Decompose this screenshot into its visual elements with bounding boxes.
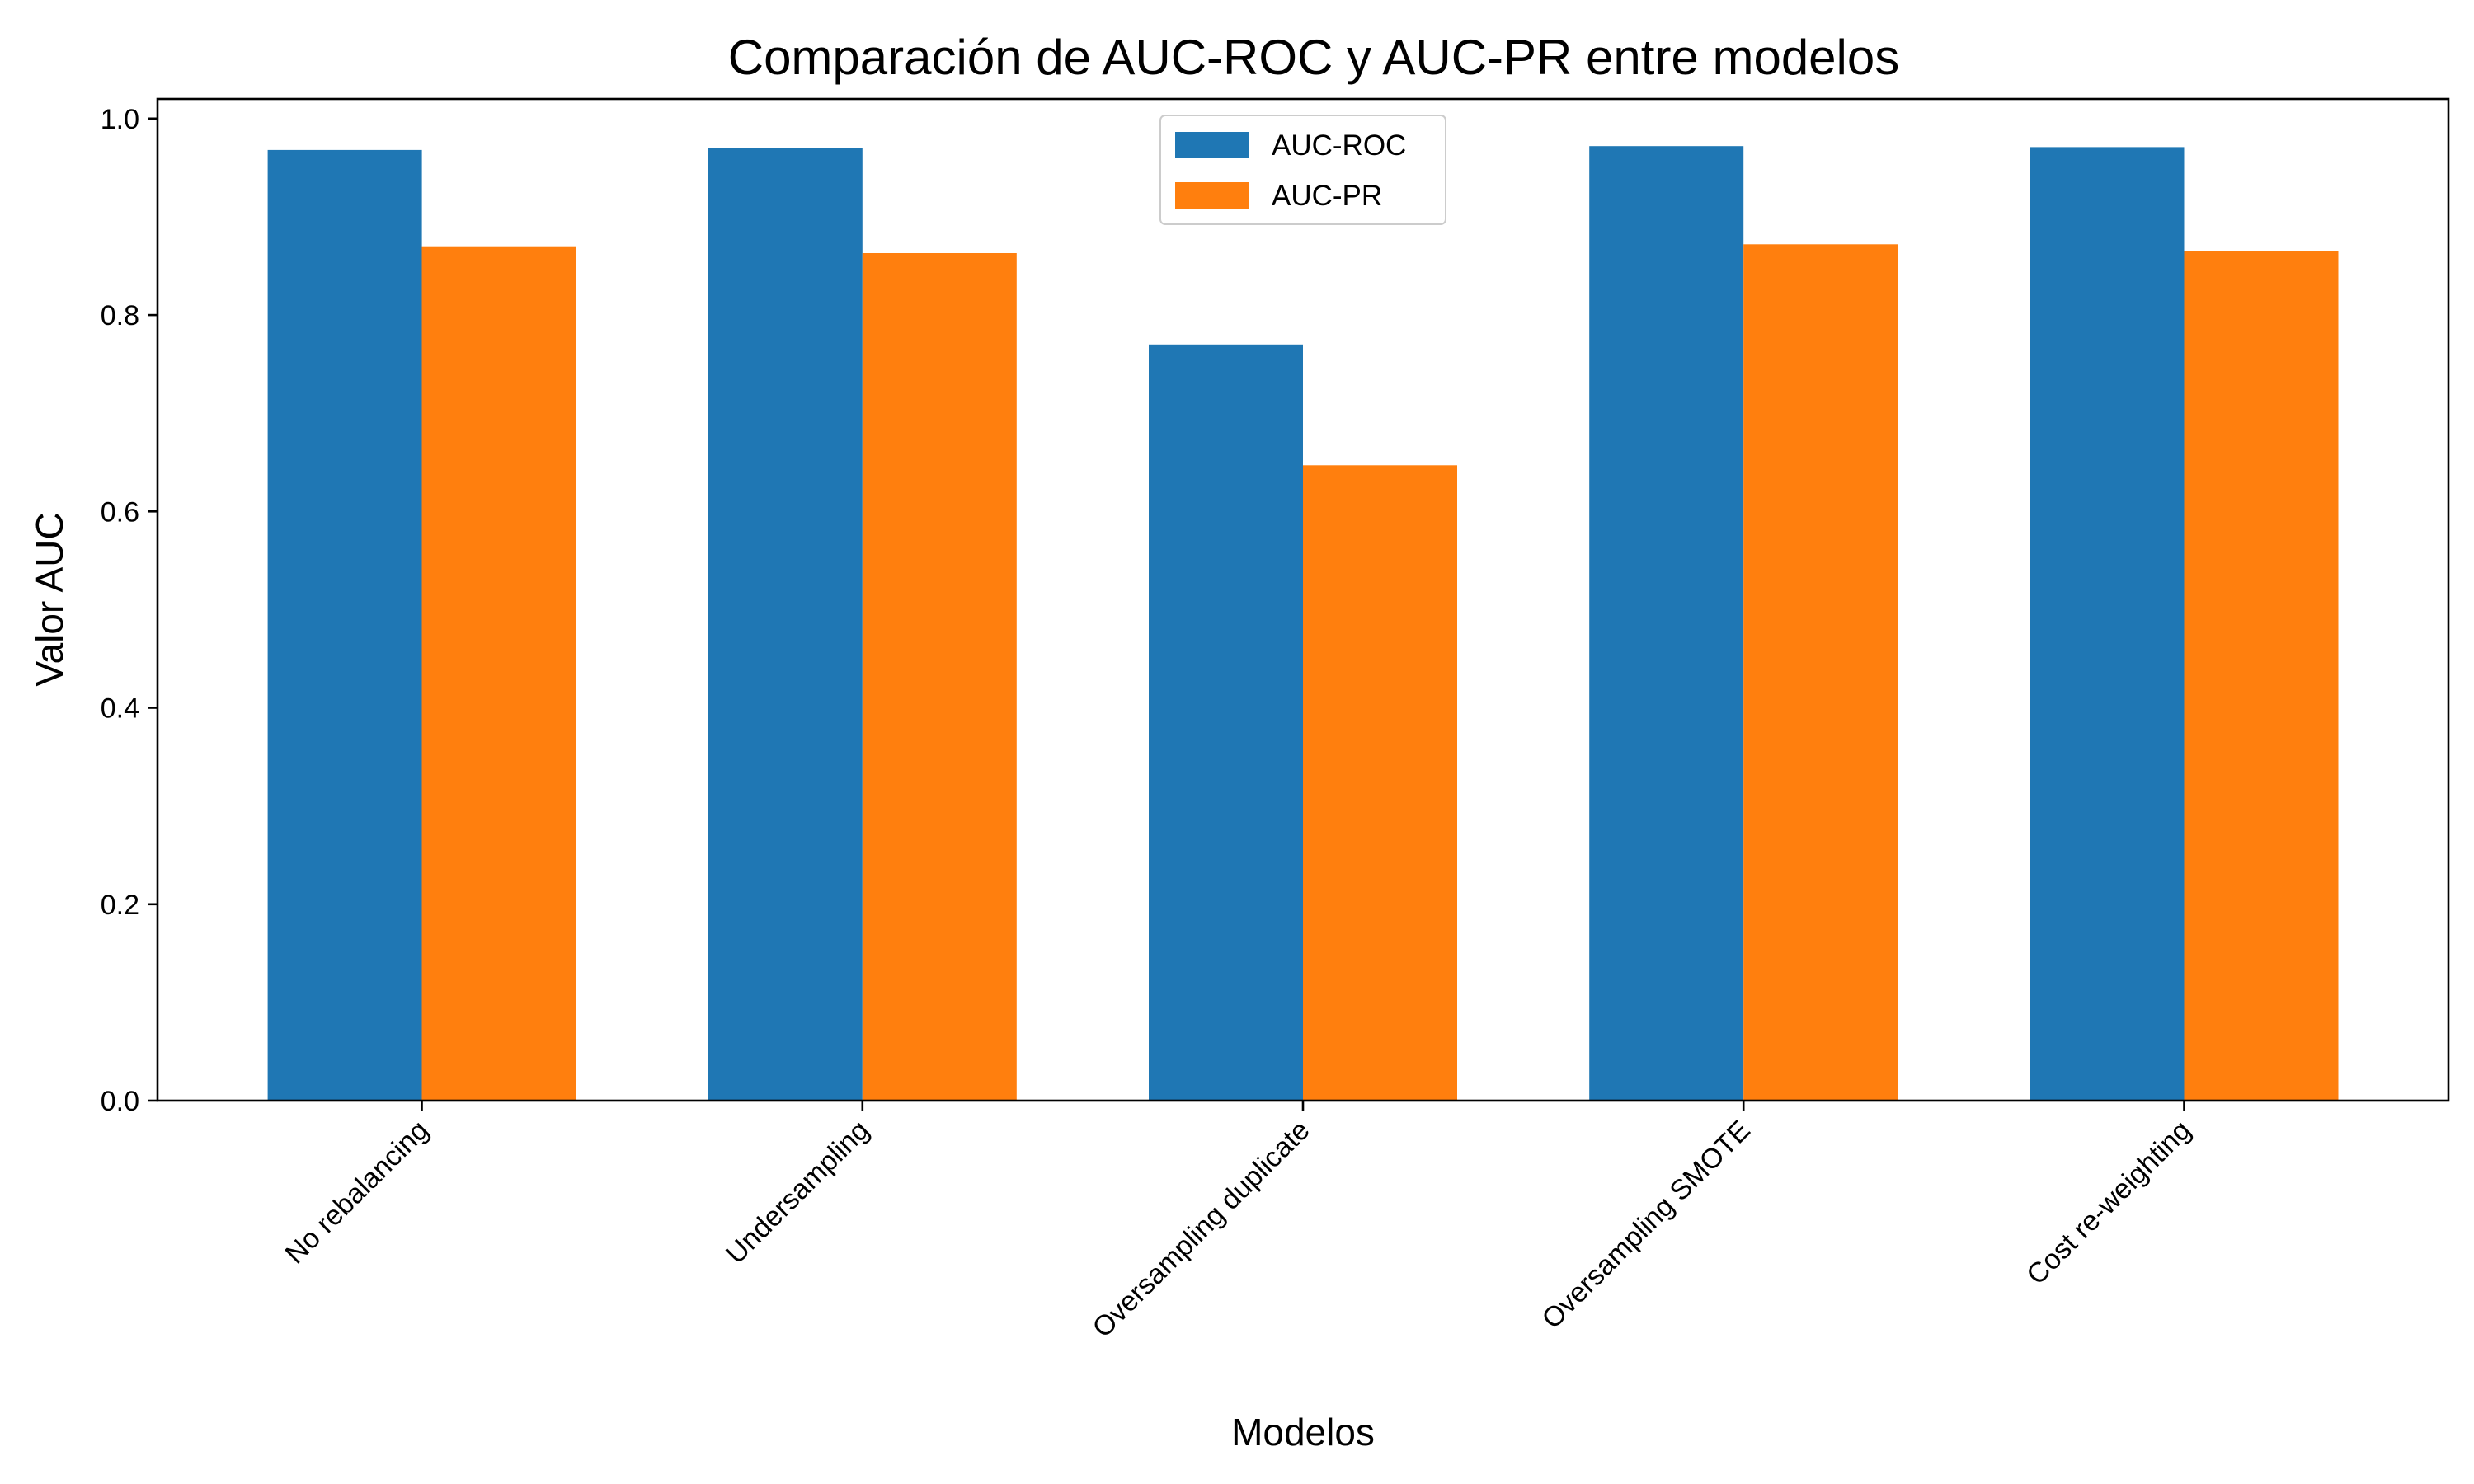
bar-auc-roc-oversampling-duplicate [1149,344,1303,1101]
bar-auc-pr-no-rebalancing [421,246,576,1101]
plot-frame [156,97,2450,1102]
bars-layer [267,146,2339,1101]
chart-title: Comparación de AUC-ROC y AUC-PR entre mo… [728,30,1900,85]
y-tick-label: 0.8 [101,300,139,331]
y-axis-ticks: 0.0 0.2 0.4 0.6 0.8 1.0 [101,104,158,1117]
bar-auc-roc-undersampling [708,148,863,1101]
bar-auc-pr-cost-re-weighting [2184,251,2339,1101]
legend-swatch-auc-roc [1175,132,1249,158]
legend: AUC-ROC AUC-PR [1159,115,1446,225]
y-tick-label: 0.4 [101,693,139,725]
bar-auc-pr-undersampling [862,253,1017,1101]
legend-swatch-auc-pr [1175,182,1249,209]
x-axis-label: Modelos [1231,1411,1375,1453]
bar-auc-roc-no-rebalancing [267,149,422,1101]
y-tick-label: 1.0 [101,104,139,135]
y-tick-label: 0.0 [101,1086,139,1117]
legend-label-auc-pr: AUC-PR [1272,180,1382,212]
legend-label-auc-roc: AUC-ROC [1272,129,1406,162]
y-axis-label: Valor AUC [28,512,71,686]
bar-auc-roc-oversampling-smote [1589,146,1744,1101]
bar-auc-roc-cost-re-weighting [2030,147,2185,1101]
y-tick-label: 0.2 [101,890,139,921]
bar-auc-pr-oversampling-duplicate [1303,465,1457,1101]
y-tick-label: 0.6 [101,496,139,528]
bar-auc-pr-oversampling-smote [1743,244,1898,1101]
